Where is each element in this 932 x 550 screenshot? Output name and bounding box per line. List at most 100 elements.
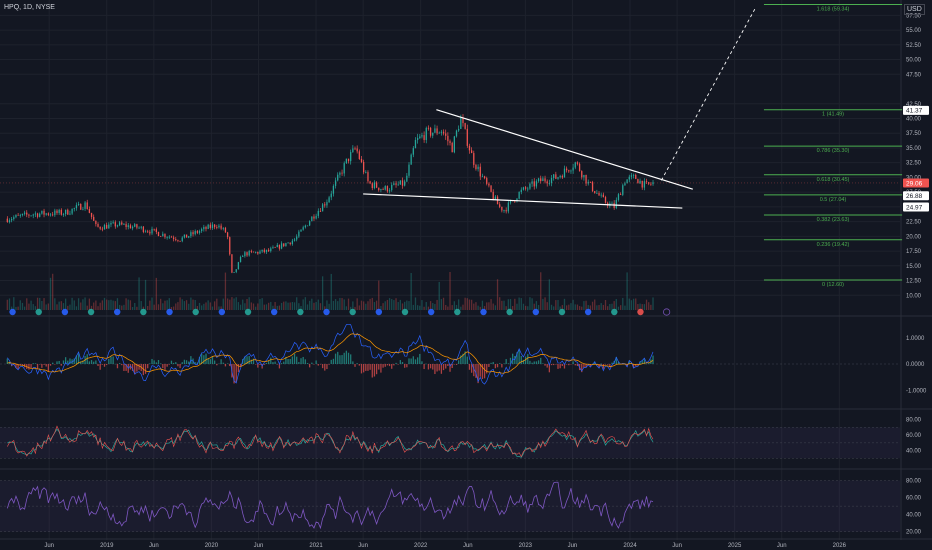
candle-body (54, 210, 56, 216)
volume-bar (553, 306, 555, 310)
volume-bar (494, 305, 497, 310)
volume-bar (540, 272, 542, 310)
macd-histogram-bar (360, 364, 363, 374)
volume-bar (168, 298, 170, 310)
candle-body (278, 244, 281, 249)
macd-histogram-bar (617, 361, 620, 364)
macd-histogram-bar (507, 363, 509, 364)
candle-body (274, 247, 276, 248)
candle-body (289, 242, 291, 245)
time-tick-label: 2022 (414, 543, 428, 549)
macd-histogram-bar (427, 364, 430, 370)
macd-histogram-bar (652, 355, 654, 364)
volume-bar (613, 301, 615, 310)
macd-histogram-bar (537, 360, 540, 364)
event-marker (218, 308, 226, 316)
volume-bar (272, 305, 274, 310)
volume-bar (589, 305, 592, 310)
candle-body (300, 229, 302, 232)
symbol-header: HPQ, 1D, NYSE (4, 4, 55, 11)
macd-histogram-bar (445, 364, 447, 369)
price-tick-label: 52.50 (906, 43, 922, 49)
currency-button[interactable]: USD (904, 4, 925, 15)
volume-bar (600, 303, 602, 310)
macd-histogram-bar (185, 360, 188, 364)
time-tick-label: Jun (463, 543, 473, 549)
candle-body (589, 181, 592, 183)
macd-histogram-bar (341, 355, 343, 364)
volume-bar (332, 300, 335, 310)
volume-bar (207, 300, 209, 310)
candle-body (285, 243, 287, 247)
macd-histogram-bar (570, 364, 572, 365)
macd-histogram-bar (82, 360, 84, 364)
macd-histogram-bar (434, 364, 436, 375)
macd-histogram-bar (315, 360, 317, 364)
price-badge (903, 202, 929, 212)
candle-body (371, 183, 373, 189)
volume-bar (17, 306, 19, 310)
macd-histogram-bar (216, 364, 218, 366)
candle-body (276, 244, 278, 248)
candle-body (520, 189, 522, 193)
macd-histogram-bar (235, 364, 237, 383)
oscillator-1-d-line (7, 425, 654, 458)
volume-bar (481, 300, 484, 310)
macd-histogram-bar (350, 354, 352, 364)
volume-bar (73, 300, 75, 310)
macd-histogram-bar (56, 361, 58, 364)
price-tick-label: 32.50 (906, 161, 922, 167)
price-tick-label: 10.00 (906, 293, 922, 299)
macd-histogram-bar (488, 364, 490, 367)
macd-histogram-bar (499, 363, 501, 364)
candle-body (455, 130, 458, 137)
macd-histogram-bar (401, 362, 404, 364)
macd-histogram-bar (334, 353, 337, 364)
volume-bar (466, 298, 468, 310)
event-marker (114, 308, 121, 316)
candle-body (280, 243, 283, 249)
macd-histogram-bar (354, 364, 356, 367)
volume-bar (386, 299, 389, 310)
candle-body (358, 151, 360, 159)
price-tick-label: 40.00 (906, 116, 922, 122)
volume-bar (67, 305, 69, 310)
candle-body (637, 178, 639, 184)
candle-body (488, 183, 490, 186)
candle-body (393, 183, 395, 185)
volume-bar (367, 301, 369, 310)
macd-histogram-bar (147, 364, 149, 369)
candle-body (585, 174, 587, 184)
candle-body (628, 176, 630, 180)
macd-histogram-bar (397, 364, 399, 365)
volume-bar (265, 304, 268, 310)
macd-histogram-bar (179, 364, 181, 369)
candle-body (250, 251, 252, 252)
volume-bar (559, 306, 561, 310)
volume-bar (499, 297, 501, 310)
candle-body (168, 236, 170, 238)
price-tick-label: 22.50 (906, 220, 922, 226)
volume-bar (339, 297, 341, 310)
macd-histogram-bar (455, 364, 458, 365)
candle-body (134, 224, 136, 227)
macd-histogram-bar (183, 359, 186, 364)
macd-histogram-bar (393, 364, 395, 366)
candle-body (557, 177, 559, 179)
volume-bar (470, 299, 473, 310)
event-marker (270, 308, 278, 316)
candle-body (619, 194, 622, 195)
volume-bar (602, 304, 604, 310)
volume-bar (170, 306, 173, 310)
macd-histogram-bar (73, 358, 75, 364)
candle-body (542, 178, 544, 182)
candle-body (160, 236, 162, 237)
macd-histogram-bar (628, 360, 630, 364)
volume-bar (594, 299, 596, 310)
macd-histogram-bar (321, 364, 324, 369)
macd-histogram-bar (449, 364, 451, 372)
macd-histogram-bar (594, 361, 596, 364)
volume-bar (365, 303, 367, 310)
macd-histogram-bar (118, 363, 121, 364)
